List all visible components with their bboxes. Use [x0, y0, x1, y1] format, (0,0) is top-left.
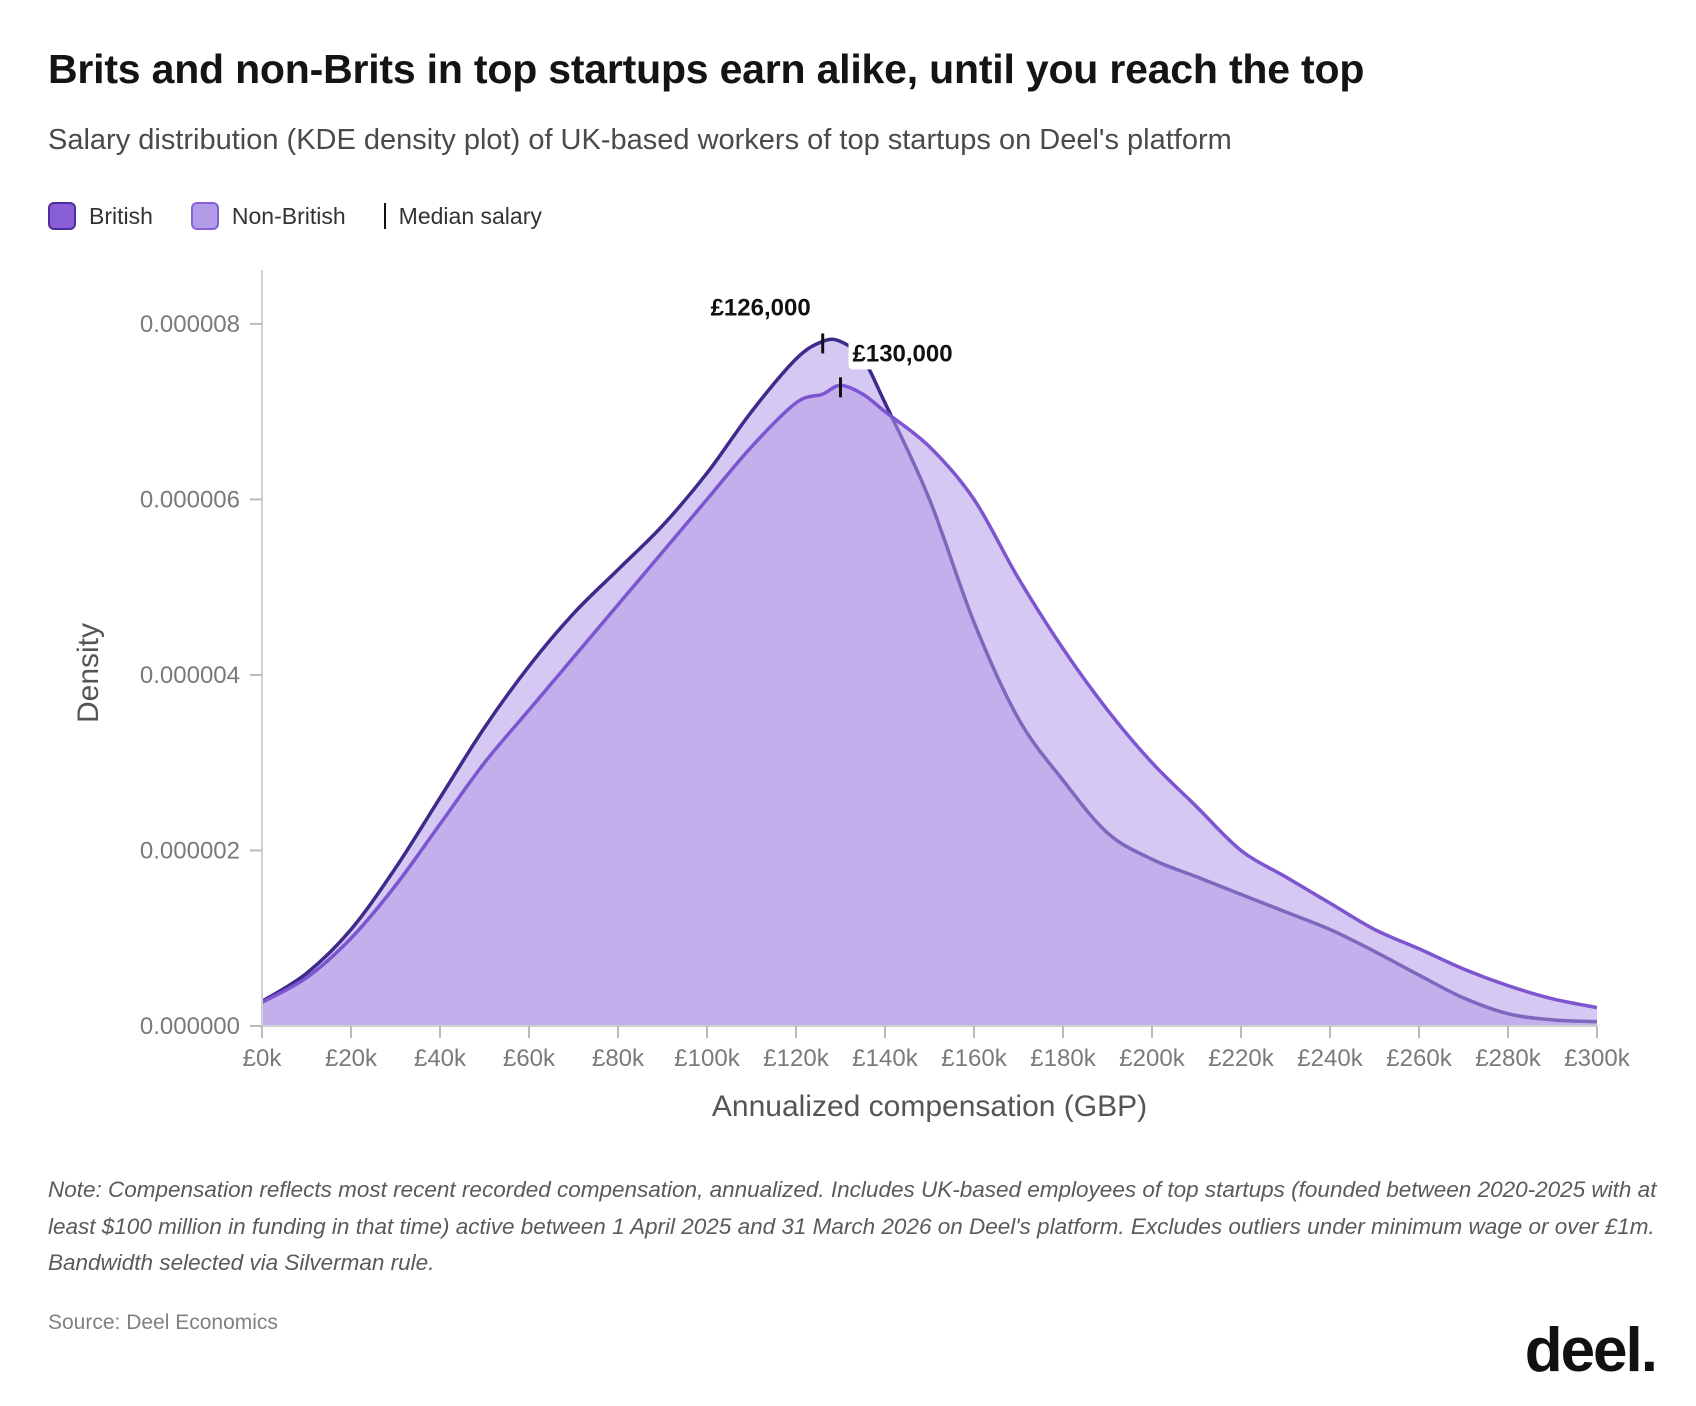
median-markers: £126,000 £130,000 — [711, 294, 967, 398]
chart-title: Brits and non-Brits in top startups earn… — [48, 46, 1365, 92]
x-tick-label: £20k — [325, 1045, 378, 1072]
legend-label-non-british: Non-British — [231, 202, 346, 229]
legend-swatch-british — [48, 202, 76, 230]
x-tick-label: £40k — [414, 1045, 467, 1072]
y-tick-label: 0.000004 — [140, 662, 240, 689]
legend-item-british[interactable]: British — [48, 202, 153, 230]
footnote: Note: Compensation reflects most recent … — [48, 1177, 1657, 1275]
x-tick-label: £0k — [243, 1045, 283, 1072]
x-tick-label: £220k — [1208, 1045, 1274, 1072]
x-tick-label: £180k — [1030, 1045, 1096, 1072]
x-tick-label: £200k — [1119, 1045, 1185, 1072]
y-tick-label: 0.000006 — [140, 486, 240, 513]
legend-swatch-non-british — [190, 202, 219, 230]
y-tick-label: 0.000008 — [140, 311, 240, 338]
deel-logo: deel. — [1524, 1316, 1658, 1385]
x-tick-label: £240k — [1297, 1045, 1363, 1072]
axes: 0.000000 0.000002 0.000004 0.000006 0.000008… — [72, 270, 1631, 1123]
legend-item-non-british[interactable]: Non-British — [190, 202, 346, 230]
x-tick-label: £80k — [592, 1045, 645, 1072]
source-text: Source: Deel Economics — [48, 1311, 278, 1334]
median-label-non-british: £130,000 — [853, 340, 953, 367]
legend-label-median: Median salary — [398, 202, 542, 229]
legend: British Non-British Median salary — [48, 198, 580, 234]
x-tick-label: £60k — [503, 1045, 556, 1072]
x-tick-label: £120k — [763, 1045, 829, 1072]
y-tick-label: 0.000002 — [140, 837, 240, 864]
x-tick-label: £160k — [941, 1045, 1007, 1072]
median-label-british: £126,000 — [711, 294, 811, 321]
median-label-bg-non-british — [848, 339, 967, 370]
density-areas — [261, 337, 1598, 1026]
legend-label-british: British — [89, 202, 153, 229]
legend-item-median: Median salary — [383, 202, 542, 230]
x-tick-label: £280k — [1475, 1045, 1541, 1072]
x-tick-label: £300k — [1564, 1045, 1630, 1072]
x-axis-title: Annualized compensation (GBP) — [712, 1090, 1147, 1123]
chart-subtitle: Salary distribution (KDE density plot) o… — [48, 124, 1232, 156]
x-tick-label: £140k — [852, 1045, 918, 1072]
density-chart: 0.000000 0.000002 0.000004 0.000006 0.000008… — [72, 270, 1631, 1123]
area-non-british — [262, 385, 1597, 1026]
y-axis-title: Density — [72, 623, 105, 723]
x-tick-label: £100k — [674, 1045, 740, 1072]
line-non-british — [261, 383, 1598, 1010]
median-tick-icon — [383, 203, 386, 229]
x-tick-label: £260k — [1386, 1045, 1452, 1072]
y-tick-label: 0.000000 — [140, 1013, 240, 1040]
